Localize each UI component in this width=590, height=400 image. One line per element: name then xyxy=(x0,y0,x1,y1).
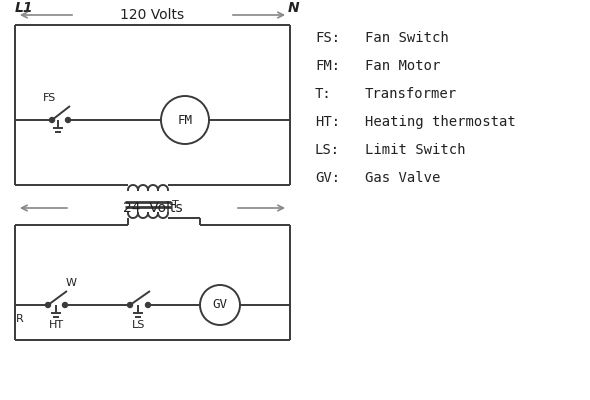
Text: N: N xyxy=(288,1,300,15)
Text: L1: L1 xyxy=(15,1,34,15)
Circle shape xyxy=(127,302,133,308)
Text: Fan Switch: Fan Switch xyxy=(365,31,449,45)
Text: Heating thermostat: Heating thermostat xyxy=(365,115,516,129)
Text: Gas Valve: Gas Valve xyxy=(365,171,440,185)
Text: 24  Volts: 24 Volts xyxy=(123,201,182,215)
Circle shape xyxy=(200,285,240,325)
Text: W: W xyxy=(66,278,77,288)
Text: GV: GV xyxy=(212,298,228,312)
Text: HT:: HT: xyxy=(315,115,340,129)
Text: FM:: FM: xyxy=(315,59,340,73)
Text: 120 Volts: 120 Volts xyxy=(120,8,185,22)
Text: Fan Motor: Fan Motor xyxy=(365,59,440,73)
Text: T:: T: xyxy=(315,87,332,101)
Circle shape xyxy=(63,302,67,308)
Circle shape xyxy=(65,118,70,122)
Text: FS: FS xyxy=(44,93,57,103)
Text: FM: FM xyxy=(178,114,192,126)
Text: LS:: LS: xyxy=(315,143,340,157)
Circle shape xyxy=(45,302,51,308)
Text: R: R xyxy=(16,314,24,324)
Text: FS:: FS: xyxy=(315,31,340,45)
Text: T: T xyxy=(172,200,179,210)
Text: GV:: GV: xyxy=(315,171,340,185)
Text: LS: LS xyxy=(132,320,146,330)
Circle shape xyxy=(146,302,150,308)
Circle shape xyxy=(161,96,209,144)
Circle shape xyxy=(50,118,54,122)
Text: Limit Switch: Limit Switch xyxy=(365,143,466,157)
Text: Transformer: Transformer xyxy=(365,87,457,101)
Text: HT: HT xyxy=(49,320,64,330)
